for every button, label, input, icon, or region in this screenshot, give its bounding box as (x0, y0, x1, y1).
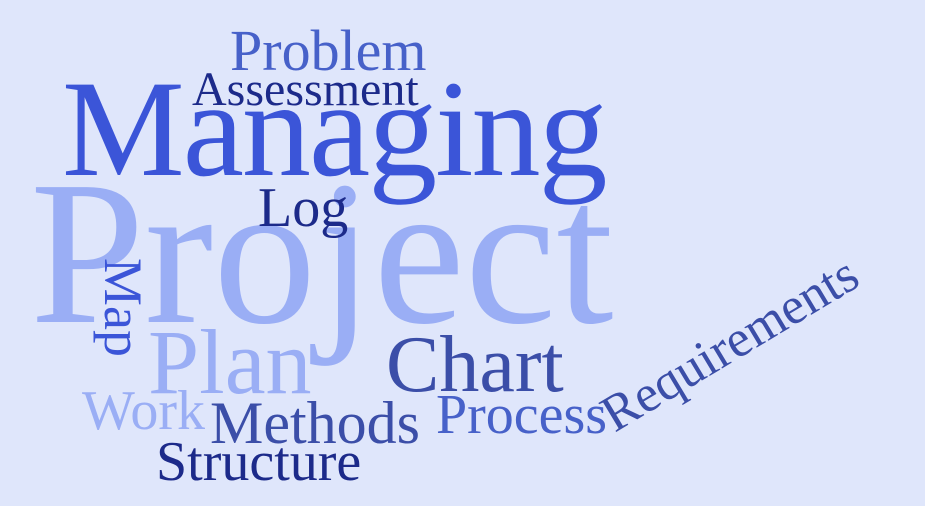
word-methods: Methods (210, 390, 420, 456)
word-plan: Plan (148, 311, 312, 413)
word-structure: Structure (156, 431, 362, 493)
word-project: Project (30, 138, 614, 367)
word-chart: Chart (386, 321, 564, 409)
word-problem: Problem (230, 18, 427, 83)
word-assessment: Assessment (192, 63, 419, 116)
word-managing: Managing (62, 52, 608, 205)
word-work: Work (82, 380, 206, 442)
word-requirements: Requirements (591, 245, 869, 444)
word-map: Map (93, 258, 153, 357)
word-process: Process (436, 384, 608, 446)
word-log: Log (258, 177, 349, 239)
